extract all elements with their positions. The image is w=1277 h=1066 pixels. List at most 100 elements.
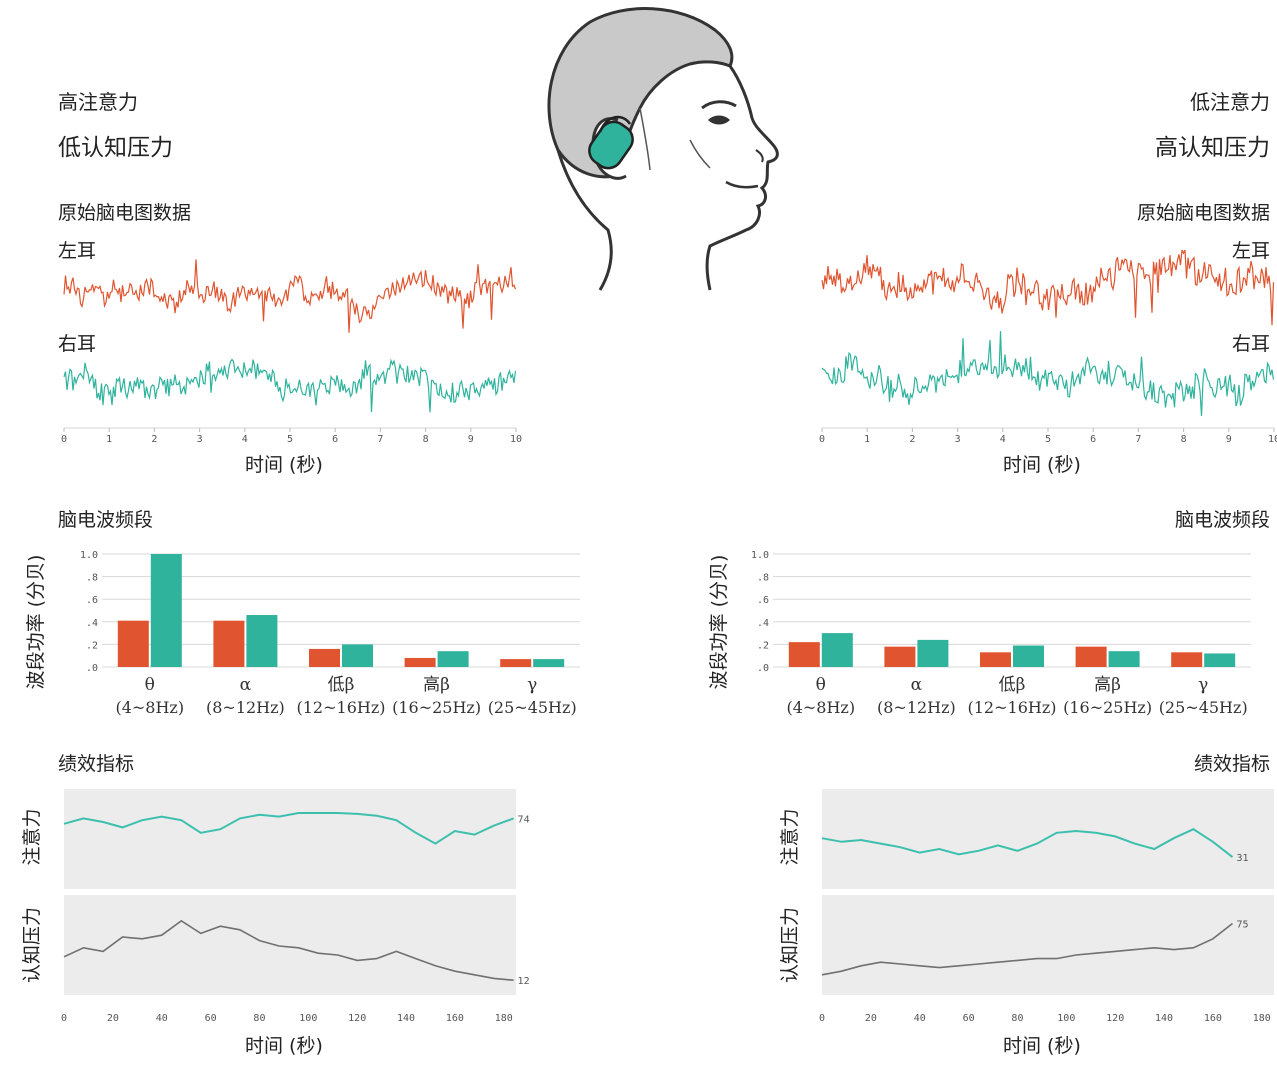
left-band-ytick: .6 [86, 595, 98, 606]
right-stress-panel [822, 895, 1274, 995]
right-raw-tick-label: 7 [1135, 434, 1141, 445]
right-band-category: α [911, 675, 923, 695]
perfR-perf-tick-label: 0 [819, 1013, 825, 1024]
left-band-ytick: 1.0 [80, 550, 98, 561]
perfR-perf-tick-label: 100 [1057, 1013, 1075, 1024]
left-band-chart: 波段功率 (分贝) 1.0 .8 .6 .4 .2 .0 θ (4~8Hz) α (8~12Hz)… [25, 550, 580, 717]
right-band-ytick: .8 [757, 573, 769, 584]
right-raw-eeg-chart: 0 1 2 3 4 5 6 7 8 9 10 [819, 250, 1277, 445]
left-right-ear-trace [63, 358, 517, 413]
left-band-range: (8~12Hz) [206, 698, 285, 717]
left-stress-panel [64, 895, 516, 995]
left-raw-tick-label: 10 [510, 434, 522, 445]
left-left-ear-trace [63, 259, 517, 333]
left-raw-time-axis: 时间 (秒) [245, 454, 323, 476]
right-band-range: (25~45Hz) [1159, 698, 1248, 717]
perfR-perf-tick-label: 20 [865, 1013, 877, 1024]
perfR-perf-tick-label: 140 [1155, 1013, 1173, 1024]
left-band-range: (12~16Hz) [297, 698, 386, 717]
left-attention-axis-title: 注意力 [21, 808, 43, 865]
left-stress-axis-title: 认知压力 [21, 907, 43, 983]
left-right-ear-label: 右耳 [58, 333, 97, 355]
perfL-perf-tick-label: 40 [156, 1013, 168, 1024]
right-stress-end-value: 75 [1236, 920, 1248, 931]
right-band-bar [1108, 651, 1140, 667]
left-attention-line [63, 812, 514, 845]
right-perf-time-axis: 时间 (秒) [1003, 1035, 1081, 1057]
left-band-bar [150, 554, 182, 667]
perfL-perf-tick-label: 140 [397, 1013, 415, 1024]
left-band-ytick: .0 [86, 663, 98, 674]
right-attention-state: 低注意力 [1190, 90, 1270, 114]
left-band-bar [213, 620, 245, 667]
left-band-bar [117, 620, 149, 667]
left-raw-tick-label: 0 [61, 434, 67, 445]
right-band-ytick: .6 [757, 595, 769, 606]
left-band-category: θ [145, 675, 155, 695]
right-raw-tick-label: 3 [955, 434, 961, 445]
perfL-perf-tick-label: 60 [205, 1013, 217, 1024]
left-left-ear-label: 左耳 [58, 240, 97, 262]
right-band-bar [1013, 645, 1044, 667]
left-band-bar [246, 615, 278, 667]
left-band-bar [533, 659, 565, 667]
left-stress-line [63, 919, 514, 981]
right-band-ytick: 1.0 [751, 550, 769, 561]
left-band-bar [342, 644, 373, 667]
right-attention-panel [822, 789, 1274, 889]
left-band-title: 脑电波频段 [58, 509, 154, 531]
perfL-perf-tick-label: 160 [446, 1013, 464, 1024]
right-band-range: (8~12Hz) [877, 698, 956, 717]
right-raw-tick-label: 9 [1226, 434, 1232, 445]
left-band-ytick: .2 [86, 640, 98, 651]
right-raw-tick-label: 6 [1090, 434, 1096, 445]
perfR-perf-tick-label: 40 [914, 1013, 926, 1024]
head-with-earbud-icon [547, 7, 779, 291]
right-stress-axis-title: 认知压力 [779, 907, 801, 983]
right-band-bar [980, 652, 1011, 667]
left-band-ytick: .8 [86, 573, 98, 584]
right-raw-tick-label: 4 [1000, 434, 1006, 445]
left-raw-tick-label: 9 [468, 434, 474, 445]
right-band-ytick: .0 [757, 663, 769, 674]
perfR-perf-tick-label: 180 [1253, 1013, 1271, 1024]
right-band-range: (12~16Hz) [968, 698, 1057, 717]
right-right-ear-trace [821, 331, 1275, 417]
right-band-bar [821, 633, 853, 667]
right-band-title: 脑电波频段 [1174, 509, 1270, 531]
left-band-category: 高β [423, 675, 450, 695]
perfR-perf-tick-label: 160 [1204, 1013, 1222, 1024]
right-attention-line [821, 828, 1234, 858]
left-attention-end-value: 74 [518, 814, 530, 825]
right-raw-tick-label: 0 [819, 434, 825, 445]
right-band-chart: 波段功率 (分贝) 1.0 .8 .6 .4 .2 .0 θ (4~8Hz) α (8~12Hz)… [708, 550, 1251, 717]
right-raw-tick-label: 8 [1181, 434, 1187, 445]
right-band-category: 低β [999, 675, 1026, 695]
perfL-perf-tick-label: 100 [299, 1013, 317, 1024]
left-band-range: (25~45Hz) [488, 698, 577, 717]
right-attention-end-value: 31 [1236, 853, 1248, 864]
perfR-perf-tick-label: 120 [1106, 1013, 1124, 1024]
right-band-bar [917, 639, 949, 667]
right-raw-tick-label: 5 [1045, 434, 1051, 445]
perfR-perf-tick-label: 60 [963, 1013, 975, 1024]
left-raw-tick-label: 5 [287, 434, 293, 445]
perfL-perf-tick-label: 180 [495, 1013, 513, 1024]
left-stress-state: 低认知压力 [58, 135, 173, 161]
perfL-perf-tick-label: 20 [107, 1013, 119, 1024]
left-perf-time-axis: 时间 (秒) [245, 1035, 323, 1057]
right-performance-chart: 注意力 认知压力 31 75 0 20 40 60 80 100 120 140 160 180 [779, 789, 1274, 1024]
right-attention-axis-title: 注意力 [779, 808, 801, 865]
right-band-bar [788, 642, 820, 667]
perfL-perf-tick-label: 0 [61, 1013, 67, 1024]
left-raw-tick-label: 3 [197, 434, 203, 445]
right-power-axis-title: 波段功率 (分贝) [708, 555, 730, 690]
right-left-ear-label: 左耳 [1231, 240, 1270, 262]
left-raw-title: 原始脑电图数据 [58, 202, 192, 224]
right-band-ytick: .2 [757, 640, 769, 651]
left-raw-tick-label: 8 [423, 434, 429, 445]
left-attention-state: 高注意力 [58, 90, 138, 114]
left-band-category: α [240, 675, 252, 695]
right-band-range: (4~8Hz) [786, 698, 855, 717]
perfR-perf-tick-label: 80 [1011, 1013, 1023, 1024]
